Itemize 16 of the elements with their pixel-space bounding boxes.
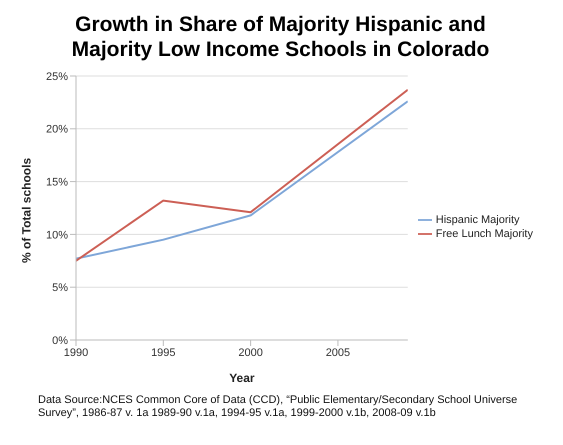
x-tick-label: 2005 bbox=[326, 346, 350, 359]
y-tick-label: 25% bbox=[46, 70, 68, 83]
source-note: Data Source:NCES Common Core of Data (CCD), “Public Elementary/Secondary School Universe Survey”, 1986-87 v. 1a 1989-90 v.1a, 1994-95 v.1a, 1999-2000 v.1b, 2008-09 v.1b bbox=[37, 393, 518, 420]
y-tick-label: 5% bbox=[52, 282, 68, 294]
y-tick-label: 10% bbox=[46, 229, 68, 242]
x-tick-label: 1990 bbox=[64, 346, 88, 359]
y-tick-label: 20% bbox=[46, 124, 68, 136]
y-tick-label: 15% bbox=[46, 176, 68, 189]
y-axis-title: % of Total schools bbox=[19, 158, 34, 263]
legend-label: Hispanic Majority bbox=[436, 214, 520, 226]
x-tick-label: 2000 bbox=[238, 346, 263, 359]
legend-label: Free Lunch Majority bbox=[436, 228, 533, 240]
y-tick-label: 0% bbox=[52, 334, 68, 347]
x-tick-label: 1995 bbox=[151, 346, 176, 359]
x-axis-title: Year bbox=[229, 371, 255, 385]
chart-title: Growth in Share of Majority Hispanic and Majority Low Income Schools in Colorado bbox=[70, 12, 490, 62]
